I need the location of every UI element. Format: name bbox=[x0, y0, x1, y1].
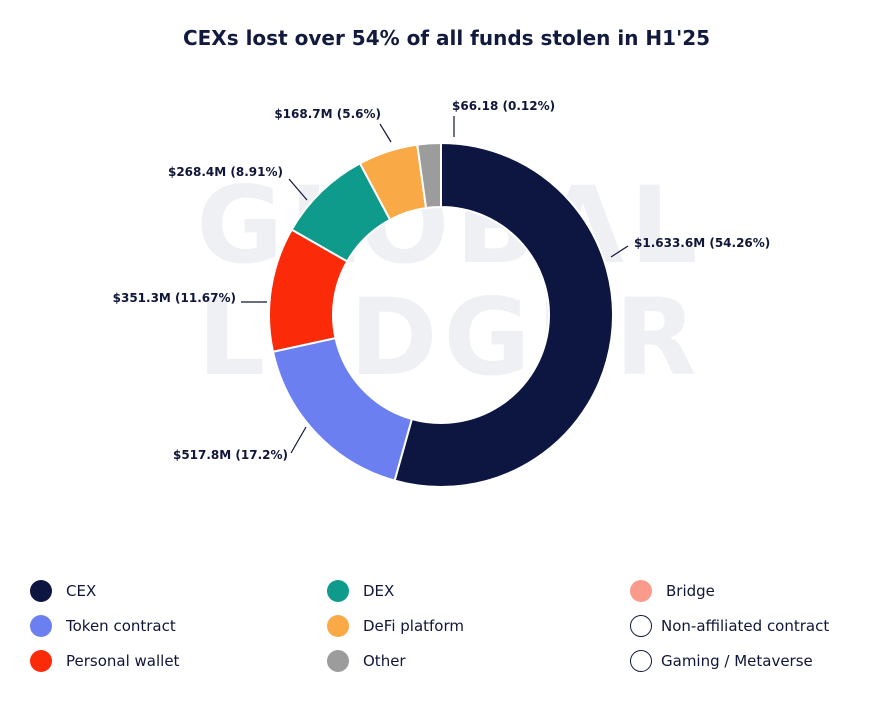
slice-labels: $1.633.6M (54.26%) $517.8M (17.2%) $351.3M… bbox=[113, 99, 771, 462]
slice-label-other: $66.18 (0.12%) bbox=[452, 99, 555, 113]
legend-label-token-contract: Token contract bbox=[66, 617, 176, 635]
donut-chart: $1.633.6M (54.26%) $517.8M (17.2%) $351.3M… bbox=[113, 99, 771, 488]
chart-title: CEXs lost over 54% of all funds stolen i… bbox=[182, 26, 711, 50]
legend-label-dex: DEX bbox=[363, 582, 395, 600]
legend-swatch-cex bbox=[30, 580, 52, 602]
legend-label-defi-platform: DeFi platform bbox=[363, 617, 464, 635]
chart-legend: CEX Token contract Personal wallet DEX DeFi … bbox=[0, 573, 893, 683]
legend-swatch-gaming-metaverse bbox=[630, 650, 652, 672]
legend-label-other: Other bbox=[363, 652, 406, 670]
leader-line-defi-platform bbox=[379, 123, 392, 143]
slice-label-cex: $1.633.6M (54.26%) bbox=[634, 236, 770, 250]
slice-other bbox=[416, 141, 442, 210]
legend-item-non-affiliated-contract: Non-affiliated contract bbox=[630, 613, 829, 639]
legend-swatch-personal-wallet bbox=[30, 650, 52, 672]
legend-label-gaming-metaverse: Gaming / Metaverse bbox=[661, 652, 813, 670]
legend-item-gaming-metaverse: Gaming / Metaverse bbox=[630, 648, 813, 674]
legend-label-non-affiliated-contract: Non-affiliated contract bbox=[661, 617, 830, 635]
slice-label-personal-wallet: $351.3M (11.67%) bbox=[113, 291, 236, 305]
leader-line-cex bbox=[610, 245, 629, 258]
donut-slices bbox=[268, 141, 614, 488]
leader-line-token-contract bbox=[290, 426, 307, 454]
slice-token-contract bbox=[271, 336, 414, 482]
legend-item-other: Other bbox=[327, 648, 406, 674]
legend-item-defi-platform: DeFi platform bbox=[327, 613, 464, 639]
legend-swatch-other bbox=[327, 650, 349, 672]
slice-label-dex: $268.4M (8.91%) bbox=[168, 165, 283, 179]
leader-line-dex bbox=[288, 178, 308, 201]
label-leader-lines bbox=[241, 116, 629, 454]
legend-label-cex: CEX bbox=[66, 582, 97, 600]
legend-item-personal-wallet: Personal wallet bbox=[30, 648, 179, 674]
legend-swatch-token-contract bbox=[30, 615, 52, 637]
legend-swatch-bridge bbox=[630, 580, 652, 602]
slice-cex bbox=[393, 141, 614, 488]
legend-label-personal-wallet: Personal wallet bbox=[66, 652, 180, 670]
slice-label-token-contract: $517.8M (17.2%) bbox=[173, 448, 288, 462]
legend-swatch-non-affiliated-contract bbox=[630, 615, 652, 637]
legend-swatch-defi-platform bbox=[327, 615, 349, 637]
legend-item-token-contract: Token contract bbox=[30, 613, 176, 639]
legend-item-bridge: Bridge bbox=[630, 578, 715, 604]
legend-label-bridge: Bridge bbox=[666, 582, 715, 600]
legend-item-cex: CEX bbox=[30, 578, 96, 604]
slice-label-defi-platform: $168.7M (5.6%) bbox=[274, 107, 381, 121]
legend-swatch-dex bbox=[327, 580, 349, 602]
legend-item-dex: DEX bbox=[327, 578, 394, 604]
